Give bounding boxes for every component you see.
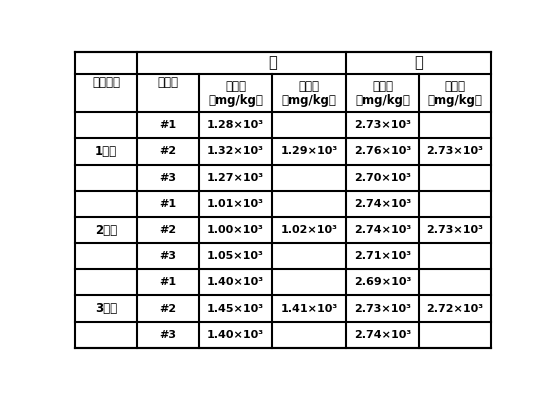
Text: 1.27×10³: 1.27×10³ [207,173,264,183]
Text: 2.73×10³: 2.73×10³ [427,147,484,156]
Text: 2.73×10³: 2.73×10³ [427,225,484,235]
Text: 2.72×10³: 2.72×10³ [426,304,484,314]
Text: 2.70×10³: 2.70×10³ [354,173,411,183]
Text: 铜: 铜 [268,55,277,70]
Text: 2号地: 2号地 [95,223,117,236]
Text: 1.00×10³: 1.00×10³ [207,225,264,235]
Text: 测定值: 测定值 [225,80,246,93]
Text: 2.69×10³: 2.69×10³ [354,277,412,287]
Text: #3: #3 [160,330,177,340]
Text: （mg/kg）: （mg/kg） [427,94,482,107]
Text: 测定点: 测定点 [158,76,179,89]
Text: #1: #1 [160,199,177,209]
Text: #2: #2 [160,304,177,314]
Text: 1.02×10³: 1.02×10³ [281,225,338,235]
Text: #1: #1 [160,277,177,287]
Text: 3号地: 3号地 [95,302,117,315]
Text: 点位名称: 点位名称 [92,76,120,89]
Text: 2.73×10³: 2.73×10³ [354,120,411,130]
Text: 2.74×10³: 2.74×10³ [354,330,411,340]
Text: 2.73×10³: 2.73×10³ [354,304,411,314]
Text: 1.05×10³: 1.05×10³ [207,251,264,261]
Text: 1.45×10³: 1.45×10³ [207,304,264,314]
Text: 平均值: 平均值 [444,80,465,93]
Text: 1.28×10³: 1.28×10³ [207,120,264,130]
Text: 1.40×10³: 1.40×10³ [207,277,264,287]
Text: #2: #2 [160,225,177,235]
Text: 2.74×10³: 2.74×10³ [354,199,411,209]
Text: 1.41×10³: 1.41×10³ [280,304,338,314]
Text: （mg/kg）: （mg/kg） [282,94,337,107]
Text: 1.29×10³: 1.29×10³ [280,147,338,156]
Text: 测定值: 测定值 [373,80,394,93]
Text: 1.40×10³: 1.40×10³ [207,330,264,340]
Text: #1: #1 [160,120,177,130]
Text: #2: #2 [160,147,177,156]
Text: 1.01×10³: 1.01×10³ [207,199,264,209]
Text: （mg/kg）: （mg/kg） [355,94,410,107]
Text: 2.76×10³: 2.76×10³ [354,147,411,156]
Text: 2.74×10³: 2.74×10³ [354,225,411,235]
Text: #3: #3 [160,173,177,183]
Text: 锌: 锌 [414,55,423,70]
Text: 2.71×10³: 2.71×10³ [354,251,411,261]
Text: #3: #3 [160,251,177,261]
Text: 平均值: 平均值 [299,80,320,93]
Text: 1.32×10³: 1.32×10³ [207,147,264,156]
Text: 1号地: 1号地 [95,145,117,158]
Text: （mg/kg）: （mg/kg） [208,94,263,107]
